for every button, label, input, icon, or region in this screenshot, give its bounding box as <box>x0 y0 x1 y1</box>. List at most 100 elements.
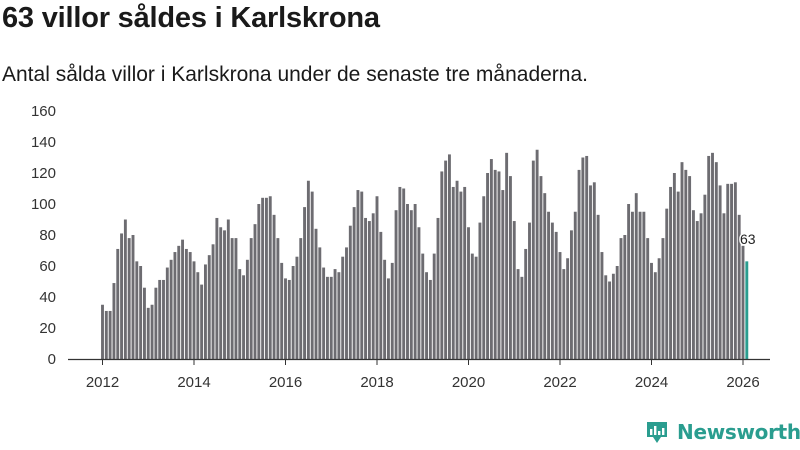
bar <box>619 238 623 359</box>
bar <box>672 173 676 359</box>
y-tick-label: 20 <box>39 320 56 337</box>
bar <box>142 287 146 359</box>
newsworthy-logo: Newsworthy <box>645 420 800 444</box>
x-tick-label: 2026 <box>726 374 759 391</box>
bar <box>646 238 650 359</box>
bar <box>230 238 234 359</box>
bar <box>691 210 695 359</box>
bar <box>226 219 230 359</box>
bar <box>383 259 387 359</box>
bar <box>173 252 177 359</box>
bar <box>371 213 375 359</box>
bar <box>592 182 596 359</box>
bar <box>390 262 394 359</box>
bar <box>535 149 539 359</box>
bar <box>375 196 379 359</box>
bar <box>650 262 653 359</box>
bar <box>653 272 657 359</box>
bar <box>581 157 585 359</box>
bar <box>184 248 188 359</box>
bar <box>508 176 512 359</box>
bar <box>486 173 490 359</box>
bar <box>150 304 154 359</box>
bar <box>444 160 448 359</box>
bar <box>367 221 371 359</box>
bar <box>261 197 265 359</box>
bar <box>459 191 463 359</box>
bar <box>489 159 493 359</box>
bar <box>627 204 631 359</box>
bar <box>146 307 150 359</box>
bar <box>528 222 531 359</box>
bar <box>245 259 249 359</box>
bar <box>257 204 261 359</box>
bar <box>688 176 692 359</box>
bar <box>123 219 127 359</box>
bar <box>482 196 486 359</box>
bar <box>108 310 112 359</box>
bar <box>135 261 139 359</box>
x-tick-label: 2024 <box>635 374 668 391</box>
bar <box>569 230 573 359</box>
bar <box>394 210 398 359</box>
bar <box>325 276 329 359</box>
bar <box>104 310 108 359</box>
bar <box>657 258 661 359</box>
bar <box>730 183 734 359</box>
bar <box>608 281 612 359</box>
bar <box>253 224 257 359</box>
bar <box>699 213 703 359</box>
bar <box>398 186 402 359</box>
bar <box>467 227 470 359</box>
bar <box>177 245 181 359</box>
bar <box>280 262 284 359</box>
bar <box>524 248 528 359</box>
bar <box>276 238 280 359</box>
y-tick-label: 0 <box>48 351 56 368</box>
bar <box>611 273 615 359</box>
bar <box>638 211 642 359</box>
bar <box>547 211 551 359</box>
bar <box>200 284 204 359</box>
bar <box>211 244 215 359</box>
bar <box>333 269 337 359</box>
bar <box>665 208 669 359</box>
bar <box>718 185 722 359</box>
bar <box>543 193 547 359</box>
chart-subtitle: Antal sålda villor i Karlskrona under de… <box>2 63 588 86</box>
bar <box>589 185 592 359</box>
x-tick-label: 2014 <box>177 374 210 391</box>
bar <box>329 276 333 359</box>
bar <box>188 252 192 359</box>
y-tick-label: 60 <box>39 258 56 275</box>
bar <box>112 283 116 359</box>
bar <box>345 247 348 359</box>
y-tick-label: 40 <box>39 289 56 306</box>
y-tick-label: 140 <box>31 134 56 151</box>
bar <box>162 279 165 359</box>
bar <box>428 279 432 359</box>
bar <box>425 272 429 359</box>
bar <box>165 267 169 359</box>
bar <box>661 238 665 359</box>
bar <box>192 261 196 359</box>
annotations: 63 <box>739 230 758 249</box>
x-tick-label: 2018 <box>360 374 393 391</box>
bar <box>364 217 368 359</box>
bar-latest <box>745 261 749 359</box>
bar <box>303 207 307 359</box>
x-axis: 2012 2014 2016 2018 2020 2022 2024 2026 <box>68 358 770 391</box>
bar <box>604 275 608 359</box>
bar <box>600 252 604 359</box>
bar <box>299 238 303 359</box>
bar <box>242 275 246 359</box>
bar <box>318 247 322 359</box>
bar <box>409 210 413 359</box>
bar <box>207 255 211 359</box>
bar <box>684 169 688 359</box>
bar <box>436 217 440 359</box>
bar <box>360 191 364 359</box>
bar <box>726 183 730 359</box>
y-tick-label: 100 <box>31 196 56 213</box>
x-tick-label: 2022 <box>543 374 576 391</box>
